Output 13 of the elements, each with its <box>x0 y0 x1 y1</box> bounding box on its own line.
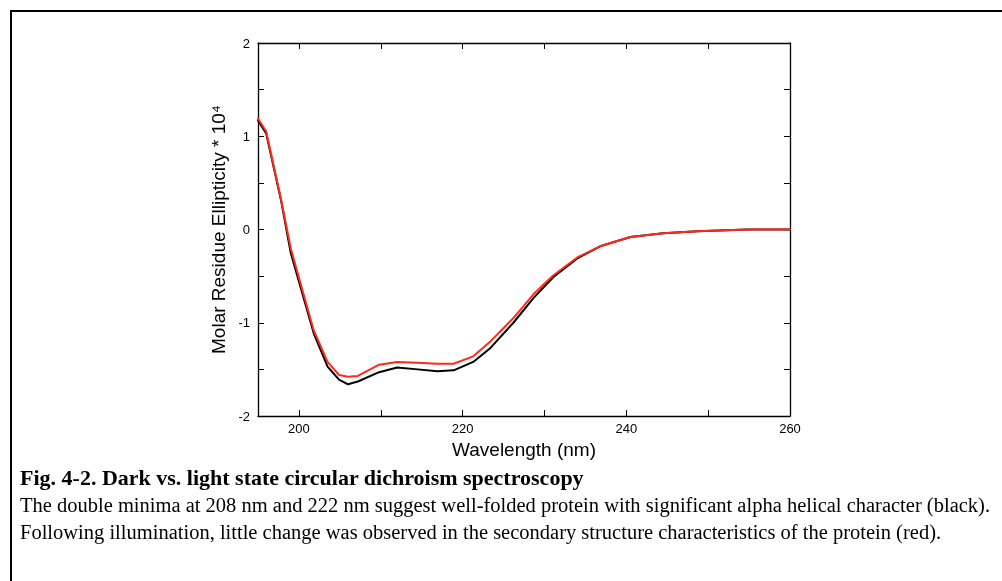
x-tick-label: 240 <box>615 421 638 436</box>
y-tick-label: 1 <box>242 128 250 144</box>
text: Fig. 4-2. Dark vs. light state circular dichroism spectroscopy <box>20 464 585 492</box>
text: The double minima at 208 nm and 222 nm suggest well-folded protein with significant alpha helical character (black). Following illumination, little change was observed in the secondary structure characteristics of the protein (red). <box>20 493 992 546</box>
x-tick-label: 260 <box>779 421 801 436</box>
y-tick-label: 0 <box>242 222 250 237</box>
x-tick-label: 200 <box>288 421 310 436</box>
x-tick-label: 220 <box>451 421 474 436</box>
y-axis-title: Molar Residue Ellipticity * 10⁴ <box>207 105 229 354</box>
y-tick-label: -1 <box>238 315 250 331</box>
y-tick-label: 2 <box>242 35 250 51</box>
x-axis-title: Wavelength (nm) <box>452 438 596 460</box>
y-tick-label: -2 <box>238 408 250 424</box>
